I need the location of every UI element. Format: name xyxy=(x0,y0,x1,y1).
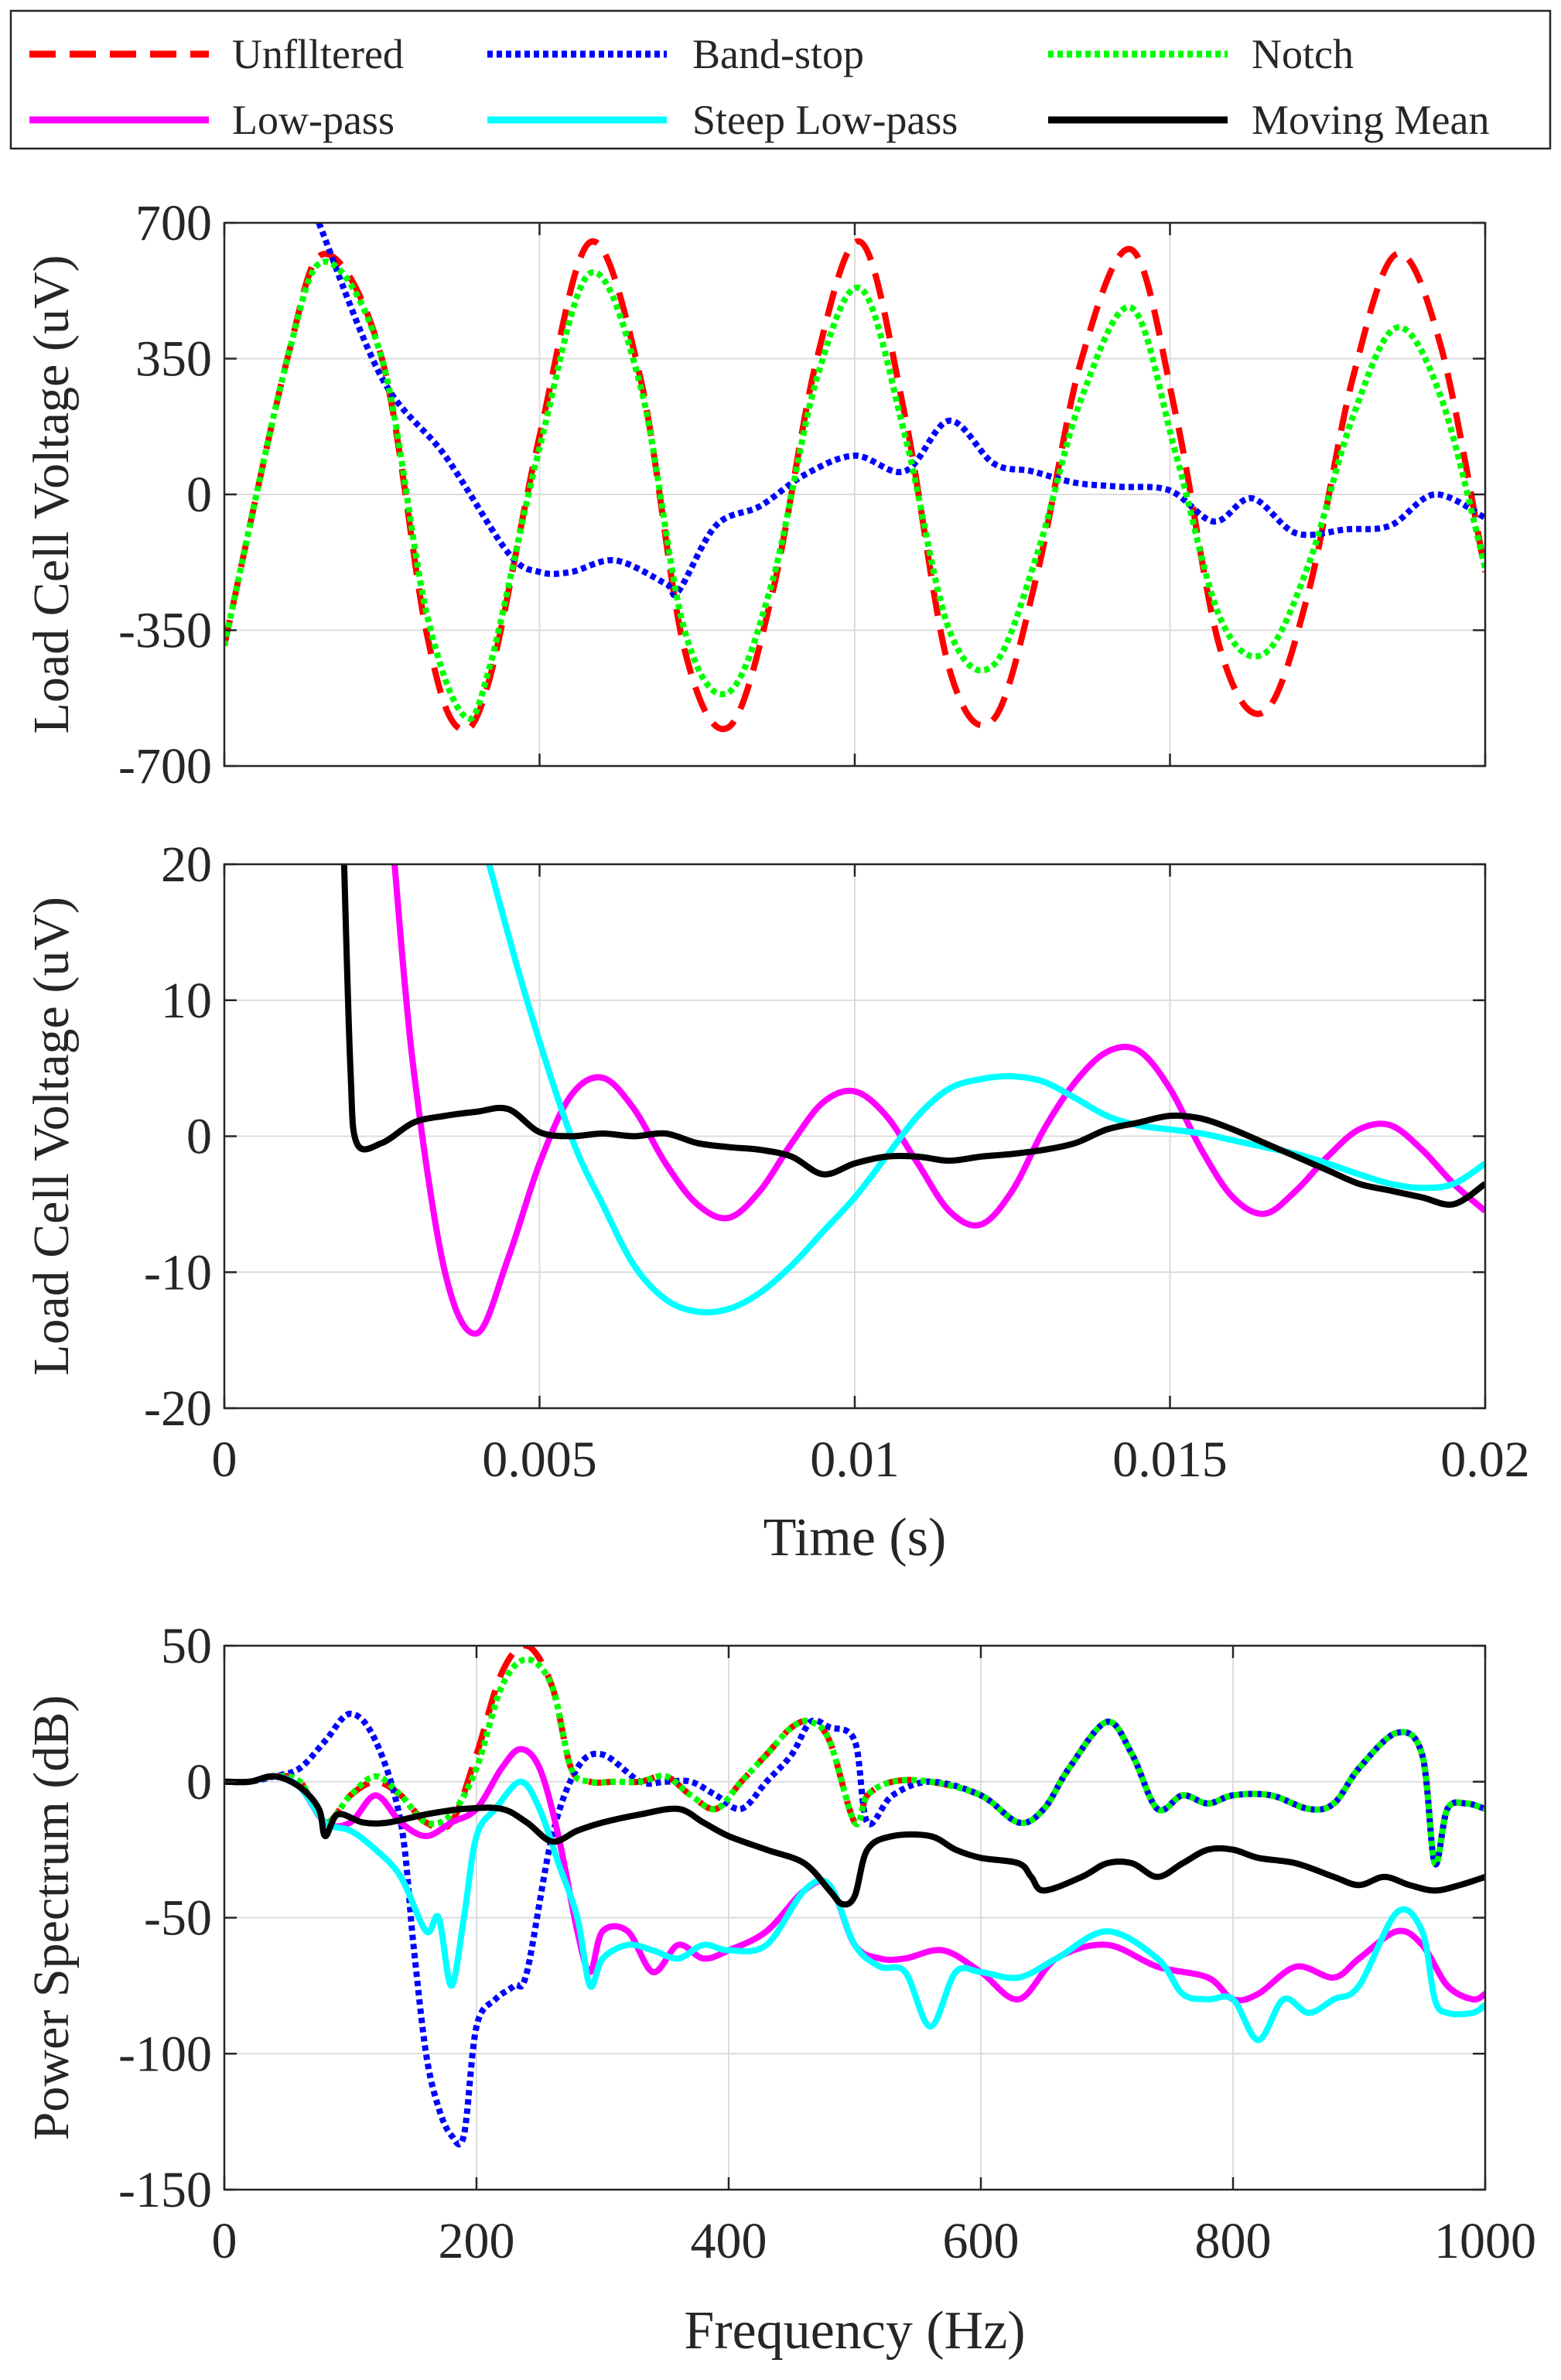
series-line-middle-moving-mean xyxy=(340,864,1485,1208)
y-tick-label: 350 xyxy=(135,331,212,388)
series-line-bottom-moving-mean xyxy=(224,1773,1485,1908)
x-axis-label-middle: Time (s) xyxy=(763,1508,947,1568)
series-group-middle xyxy=(340,864,1485,1337)
y-tick-label: -50 xyxy=(144,1890,212,1947)
y-tick-label: -150 xyxy=(118,2162,212,2218)
y-tick-label: -20 xyxy=(144,1380,212,1437)
series-line-top-band-stop xyxy=(316,223,1485,599)
series-line-top-notch xyxy=(224,258,1485,722)
legend-label-moving-mean: Moving Mean xyxy=(1252,97,1489,143)
y-axis-label-middle: Load Cell Voltage (uV) xyxy=(23,897,80,1376)
x-tick-label: 0 xyxy=(212,1431,237,1488)
x-axis-label-bottom: Frequency (Hz) xyxy=(684,2301,1025,2361)
series-line-bottom-band-stop xyxy=(224,1710,1485,2148)
y-tick-label: 10 xyxy=(161,973,212,1029)
x-tick-label: 800 xyxy=(1195,2213,1272,2269)
series-group-bottom xyxy=(224,1646,1485,2148)
y-tick-label: -100 xyxy=(118,2026,212,2082)
y-tick-label: -700 xyxy=(118,738,212,795)
legend-label-band-stop: Band-stop xyxy=(692,31,864,77)
legend-box xyxy=(9,9,1552,150)
y-tick-label: 0 xyxy=(186,467,212,523)
series-group-top xyxy=(224,223,1485,733)
chart-load-cell-voltage-top: -700 -350 0 350 700 Load Cell Voltage (uV) xyxy=(23,195,1487,795)
chart-load-cell-voltage-filtered: 0 0.005 0.01 0.015 0.02 -20 -10 0 10 20 Load Cell … xyxy=(23,836,1530,1568)
series-line-middle-steep-low-pass xyxy=(486,864,1485,1316)
x-tick-label: 0.005 xyxy=(482,1431,597,1488)
y-tick-label: 0 xyxy=(186,1109,212,1165)
series-line-bottom-steep-low-pass xyxy=(224,1773,1485,2043)
y-tick-label: 50 xyxy=(161,1618,212,1674)
x-tick-label: 0 xyxy=(212,2213,237,2269)
y-axis-label-bottom: Power Spectrum (dB) xyxy=(23,1695,80,2141)
legend-label-steep-low-pass: Steep Low-pass xyxy=(692,97,958,143)
legend-label-notch: Notch xyxy=(1252,31,1354,77)
series-line-bottom-notch xyxy=(224,1656,1485,1868)
x-tick-label: 0.02 xyxy=(1440,1431,1530,1488)
y-tick-label: 700 xyxy=(135,195,212,251)
legend: Unflltered Band-stop Notch Low-pass Steep Lo… xyxy=(9,9,1552,150)
y-axis-label-top: Load Cell Voltage (uV) xyxy=(23,255,80,734)
x-tick-label: 200 xyxy=(439,2213,515,2269)
x-tick-label: 0.015 xyxy=(1112,1431,1228,1488)
y-tick-label: -10 xyxy=(144,1244,212,1301)
series-line-top-unflltered xyxy=(224,238,1485,733)
series-line-middle-low-pass xyxy=(391,864,1485,1337)
y-tick-label: -350 xyxy=(118,603,212,659)
chart-power-spectrum: 0 200 400 600 800 1000 -150 -100 -50 0 50 Power Spe… xyxy=(23,1618,1536,2361)
x-tick-label: 400 xyxy=(691,2213,767,2269)
y-tick-label: 0 xyxy=(186,1754,212,1811)
legend-label-unflltered: Unflltered xyxy=(232,31,404,77)
x-tick-label: 600 xyxy=(943,2213,1020,2269)
y-tick-label: 20 xyxy=(161,836,212,893)
legend-label-low-pass: Low-pass xyxy=(232,97,395,143)
x-tick-label: 0.01 xyxy=(810,1431,900,1488)
x-tick-label: 1000 xyxy=(1434,2213,1536,2269)
series-line-bottom-low-pass xyxy=(224,1746,1485,2004)
